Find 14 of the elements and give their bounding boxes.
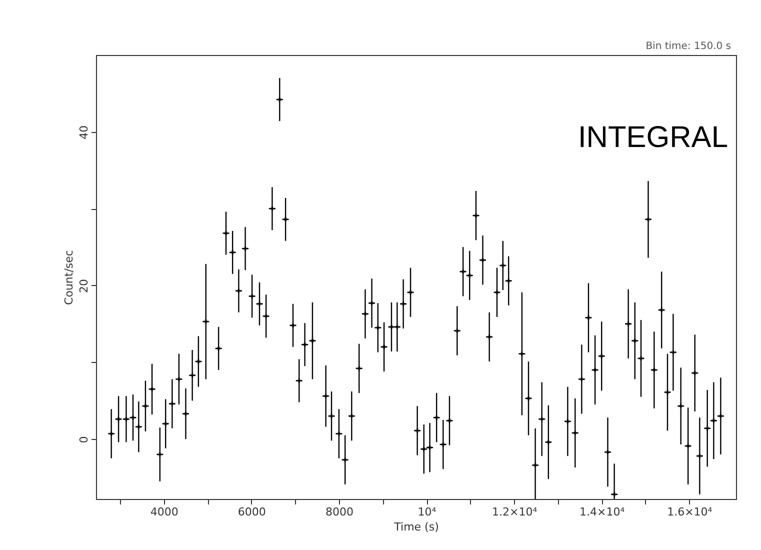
y-tick-label: 0 — [78, 436, 90, 444]
x-tick-label: 8000 — [325, 506, 354, 518]
annotation: INTEGRAL — [578, 121, 728, 154]
x-tick-label: 1.2×10⁴ — [492, 506, 538, 518]
x-tick-label: 4000 — [150, 506, 178, 518]
x-tick-label: 1.4×10⁴ — [580, 506, 626, 518]
y-tick-label: 20 — [78, 278, 90, 293]
y-axis-title: Count/sec — [62, 250, 76, 305]
x-axis-title: Time (s) — [393, 520, 439, 534]
text: Bin time: 150.0 s — [646, 41, 731, 52]
x-tick-label: 6000 — [238, 506, 266, 518]
x-tick-label: 1.6×10⁴ — [667, 506, 713, 518]
y-tick-label: 40 — [78, 125, 90, 140]
x-tick-label: 10⁴ — [418, 506, 437, 518]
